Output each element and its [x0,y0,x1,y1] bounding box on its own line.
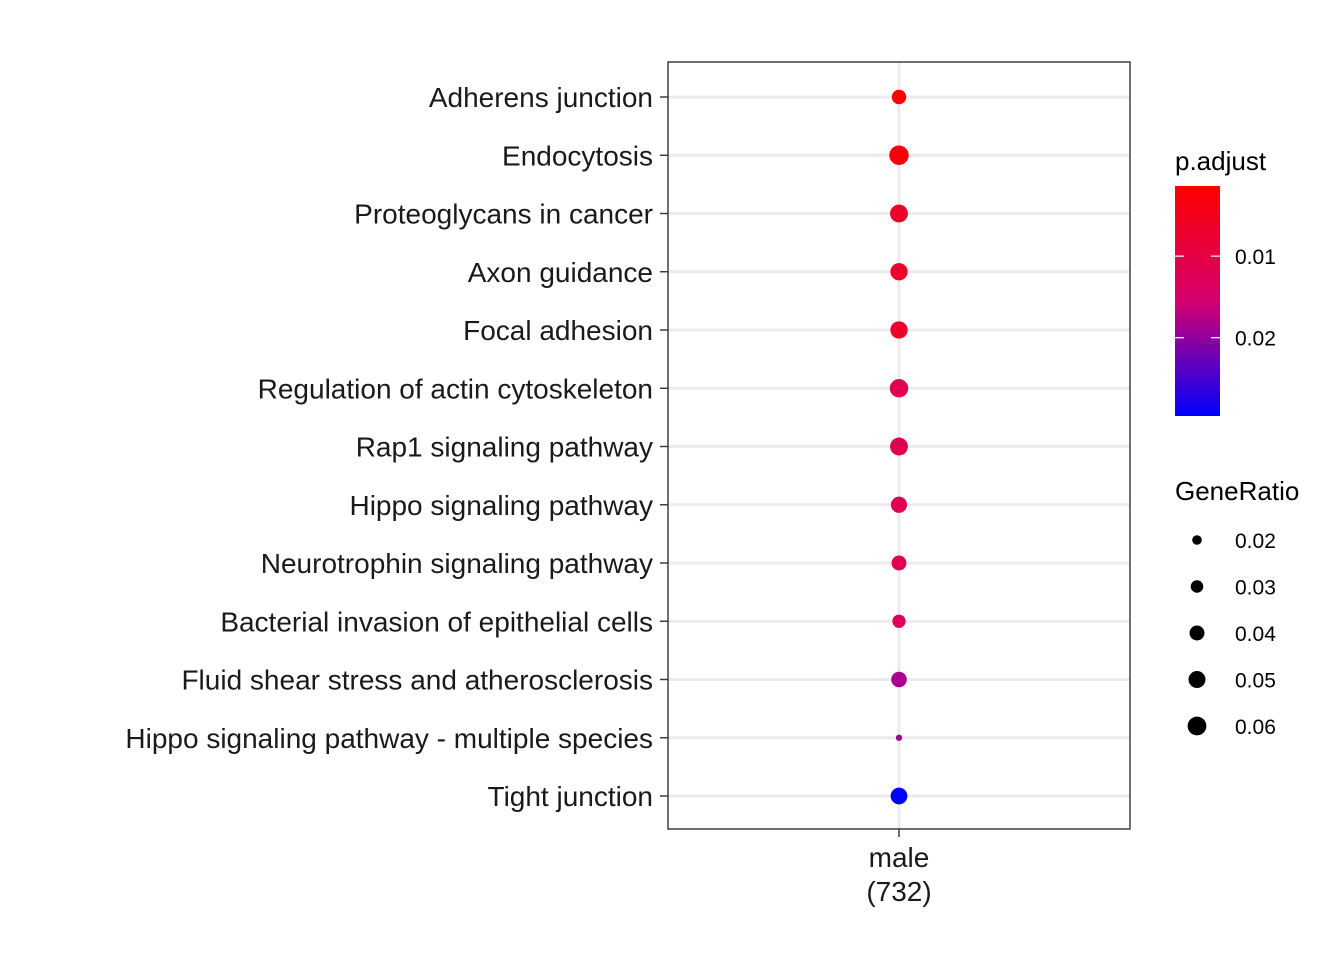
data-point [892,90,906,104]
data-point [891,497,907,513]
y-tick-label: Bacterial invasion of epithelial cells [220,606,653,637]
data-point [891,672,907,688]
y-tick-label: Endocytosis [502,140,653,171]
size-legend-key [1191,580,1204,593]
y-tick-label: Neurotrophin signaling pathway [261,548,653,579]
p-adjust-legend: p.adjust 0.01 0.02 [1175,146,1276,416]
size-legend-key [1192,535,1202,545]
size-legend-key [1190,626,1205,641]
size-legend-label: 0.06 [1235,716,1276,739]
data-point [890,438,908,456]
data-point [890,205,908,223]
size-legend-label: 0.04 [1235,623,1276,646]
x-tick-label: male [869,842,930,873]
y-tick-label: Rap1 signaling pathway [356,432,653,463]
data-point [892,556,907,571]
y-tick-label: Adherens junction [429,82,653,113]
data-point [891,788,908,805]
colorbar-tick-label: 0.02 [1235,328,1276,351]
data-point [892,615,905,628]
gene-ratio-legend-title: GeneRatio [1175,476,1299,506]
data-point [890,263,907,280]
x-axis: male (732) [866,829,931,907]
gene-ratio-legend: GeneRatio 0.02 0.03 0.04 0.05 0.06 [1175,476,1299,739]
y-tick-label: Hippo signaling pathway - multiple speci… [125,723,653,754]
data-point [890,321,907,338]
data-point [890,379,908,397]
size-legend-label: 0.02 [1235,530,1276,553]
size-legend-key [1189,671,1206,688]
y-tick-label: Tight junction [488,781,654,812]
y-tick-label: Hippo signaling pathway [349,490,653,521]
data-point [896,735,902,741]
size-legend-label: 0.03 [1235,577,1276,600]
colorbar-tick-label: 0.01 [1235,246,1276,269]
size-legend-key [1188,717,1207,736]
y-tick-label: Fluid shear stress and atherosclerosis [181,665,653,696]
y-axis: Adherens junction Endocytosis Proteoglycan… [125,82,668,812]
y-tick-label: Focal adhesion [463,315,653,346]
y-tick-label: Axon guidance [468,257,653,288]
x-tick-label-count: (732) [866,876,931,907]
p-adjust-legend-title: p.adjust [1175,146,1267,176]
y-tick-label: Regulation of actin cytoskeleton [258,373,653,404]
y-tick-label: Proteoglycans in cancer [354,199,653,230]
size-legend-label: 0.05 [1235,670,1276,693]
data-point [889,146,908,165]
p-adjust-colorbar [1175,186,1220,416]
